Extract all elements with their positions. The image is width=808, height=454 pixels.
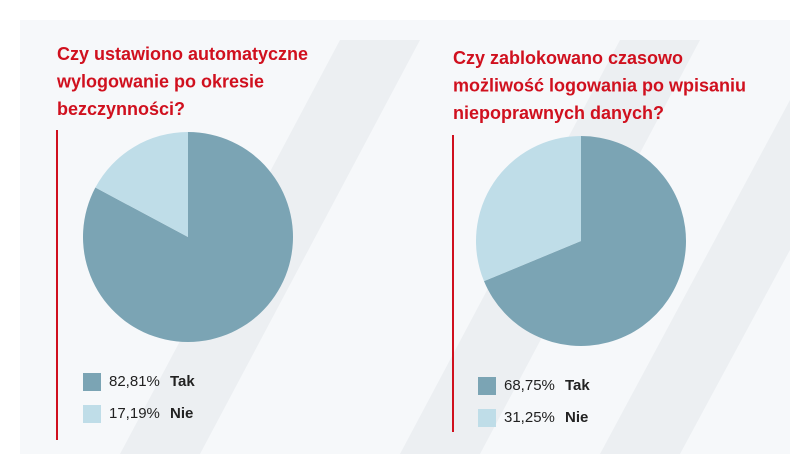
legend-swatch bbox=[478, 377, 496, 395]
legend-label: Nie bbox=[170, 405, 193, 422]
legend-value: 82,81% bbox=[109, 373, 160, 390]
chart-title: niepoprawnych danych? bbox=[453, 103, 664, 123]
legend-value: 31,25% bbox=[504, 409, 555, 426]
legend-swatch bbox=[83, 373, 101, 391]
chart-title: Czy zablokowano czasowo bbox=[453, 48, 683, 68]
legend-value: 68,75% bbox=[504, 377, 555, 394]
legend-swatch bbox=[83, 405, 101, 423]
legend-label: Tak bbox=[170, 373, 195, 390]
chart-title: Czy ustawiono automatyczne bbox=[57, 44, 308, 64]
pie-slice bbox=[483, 136, 687, 347]
chart-title: wylogowanie po okresie bbox=[56, 71, 264, 91]
legend-label: Tak bbox=[565, 377, 590, 394]
chart-title: bezczynności? bbox=[57, 99, 185, 119]
legend-value: 17,19% bbox=[109, 405, 160, 422]
pie-slice bbox=[95, 132, 188, 237]
legend-label: Nie bbox=[565, 409, 588, 426]
pie-slice bbox=[476, 136, 581, 282]
legend-swatch bbox=[478, 409, 496, 427]
chart-title: możliwość logowania po wpisaniu bbox=[453, 75, 746, 95]
